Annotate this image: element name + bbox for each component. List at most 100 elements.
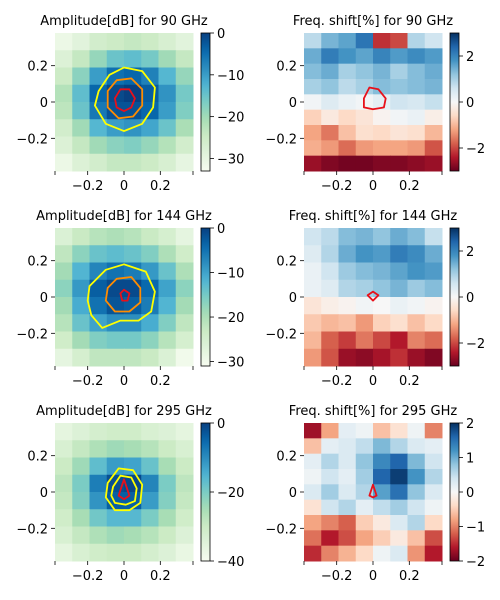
y-tick-label: 0 [289,486,297,501]
colorbar-tick-label: 0 [466,486,474,501]
heatmap-cell [106,331,125,350]
y-tick-label: 0 [40,291,48,306]
y-tick-label: 0.2 [27,255,48,270]
heatmap-cell [355,331,374,350]
heatmap-cell [424,48,443,65]
panel-title: Amplitude[dB] for 295 GHz [36,404,212,419]
heatmap-cell [124,67,142,86]
heatmap-cell [141,457,159,476]
contour-inner [368,483,378,499]
panel-title: Freq. shift[%] for 144 GHz [289,209,458,224]
heatmap-cell [106,136,125,155]
heatmap-cell [355,125,374,141]
y-tick-label: 0 [40,96,48,111]
heatmap-cell [390,423,408,439]
heatmap-cell [321,484,339,501]
heatmap-cell [321,125,339,141]
heatmap-cell [304,453,322,470]
heatmap-cell [304,438,322,455]
heatmap-cell [321,79,339,95]
heatmap-cell [355,155,374,172]
heatmap-cell [106,228,125,246]
colorbar-tick-label: −20 [217,486,244,501]
heatmap-cell [373,515,391,531]
heatmap-cell [407,262,426,281]
heatmap-cell [124,245,142,263]
heatmap-cell [424,499,443,516]
heatmap-cell [89,526,108,545]
heatmap-cell [304,245,322,263]
x-tick-label: 0 [120,374,128,389]
x-tick-label: −0.2 [72,374,104,389]
heatmap-cell [390,228,408,246]
heatmap-cell [407,33,426,49]
heatmap-cell [338,530,357,547]
heatmap-cell [321,63,339,80]
colorbar-tick-label: 0 [466,96,474,111]
heatmap-cell [175,314,194,332]
x-tick-label: −0.2 [72,569,104,584]
heatmap-cell [304,33,322,49]
heatmap-cell [72,33,90,51]
heatmap-cell [175,297,194,315]
heatmap-cell [106,492,125,510]
heatmap-cell [141,33,159,51]
heatmap-cell [424,331,443,350]
panel-4: Freq. shift[%] for 144 GHz −0.2 0 0.2 0.2 0 −0… [265,209,485,389]
y-tick-label: 0.2 [27,60,48,75]
heatmap-cell [175,474,194,493]
heatmap-cell [321,262,339,281]
heatmap-cell [89,279,108,298]
heatmap-cell [55,509,73,527]
heatmap-cell [141,119,159,137]
heatmap-cell [355,423,374,439]
colorbar-tick-label: −2 [466,337,485,352]
heatmap-cell [175,526,194,545]
heatmap-cell [424,453,443,470]
heatmap-cell [158,102,177,120]
panel-5: Amplitude[dB] for 295 GHz −0.2 0 0.2 0.2 0 −0.… [16,404,244,584]
heatmap-cell [72,423,90,441]
heatmap-cell [373,499,391,516]
heatmap-cell [338,245,357,263]
colorbar-tick-label: 2 [466,50,474,65]
heatmap-cell [390,453,408,470]
heatmap-cell [304,48,322,65]
heatmap-cell [106,50,125,68]
heatmap-cell [424,530,443,547]
heatmap-cell [338,79,357,95]
heatmap-cell [373,545,391,562]
heatmap-cell [338,331,357,350]
colorbar-tick-label: −30 [217,356,244,371]
heatmap-cell [158,84,177,103]
heatmap-cell [55,228,73,246]
heatmap-cell [390,545,408,562]
colorbar-tick-label: 2 [466,245,474,260]
heatmap-cell [89,297,108,315]
heatmap-cell [158,136,177,155]
heatmap-cell [141,423,159,441]
heatmap-cell [390,94,408,111]
heatmap [304,423,443,562]
heatmap-cell [321,109,339,126]
heatmap-cell [338,484,357,501]
contour-inner [117,478,131,501]
heatmap-cell [72,297,90,315]
heatmap-cell [424,155,443,172]
heatmap-cell [55,423,73,441]
heatmap-cell [141,526,159,545]
heatmap-cell [355,228,374,246]
heatmap-cell [424,228,443,246]
heatmap-cell [407,484,426,501]
heatmap-cell [89,262,108,281]
colorbar-tick-label: 1 [466,452,474,467]
heatmap-cell [338,279,357,298]
heatmap-cell [304,423,322,439]
heatmap-cell [89,492,108,510]
heatmap-cell [175,136,194,155]
heatmap-cell [141,297,159,315]
heatmap-cell [72,457,90,476]
heatmap-cell [106,543,125,562]
heatmap-cell [390,499,408,516]
heatmap-cell [355,530,374,547]
